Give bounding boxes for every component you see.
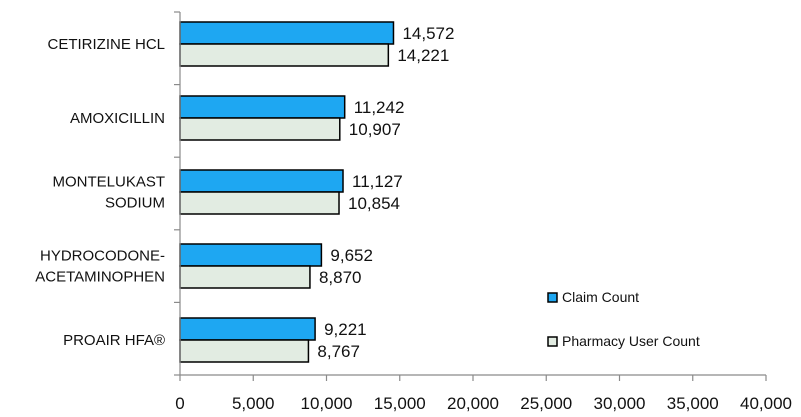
x-tick-label: 30,000 — [594, 394, 646, 413]
data-label: 9,652 — [330, 246, 373, 265]
x-tick-label: 10,000 — [301, 394, 353, 413]
data-label: 8,767 — [317, 342, 360, 361]
data-label: 11,127 — [352, 172, 403, 191]
category-label: ACETAMINOPHEN — [35, 269, 165, 286]
category-label: AMOXICILLIN — [70, 110, 165, 127]
bar — [179, 117, 341, 141]
data-label: 8,870 — [319, 268, 362, 287]
data-label: 14,572 — [402, 24, 454, 43]
bar — [179, 265, 311, 289]
x-tick-label: 40,000 — [740, 394, 792, 413]
data-label: 11,242 — [354, 98, 405, 117]
bar — [179, 95, 346, 119]
category-label: HYDROCODONE- — [40, 248, 165, 265]
category-label: CETIRIZINE HCL — [47, 36, 165, 53]
data-label: 10,854 — [348, 194, 400, 213]
x-tick-label: 5,000 — [232, 394, 275, 413]
data-label: 9,221 — [324, 320, 367, 339]
bar — [179, 21, 395, 45]
category-label: PROAIR HFA® — [63, 332, 165, 349]
bar — [179, 191, 340, 215]
data-label: 10,907 — [349, 120, 401, 139]
x-tick-label: 20,000 — [447, 394, 499, 413]
data-label: 14,221 — [397, 46, 449, 65]
category-label: SODIUM — [105, 195, 165, 212]
x-tick-label: 0 — [175, 394, 184, 413]
legend-label: Claim Count — [562, 289, 639, 305]
category-label: MONTELUKAST — [52, 174, 165, 191]
legend-swatch — [547, 292, 558, 303]
x-tick-label: 15,000 — [374, 394, 426, 413]
bar — [179, 43, 390, 67]
legend-swatch — [547, 336, 558, 347]
legend-label: Pharmacy User Count — [562, 333, 700, 349]
bar — [179, 339, 310, 363]
x-tick-label: 35,000 — [667, 394, 719, 413]
bar — [179, 317, 316, 341]
bar — [179, 243, 323, 267]
bar — [179, 169, 344, 193]
x-tick-label: 25,000 — [520, 394, 572, 413]
